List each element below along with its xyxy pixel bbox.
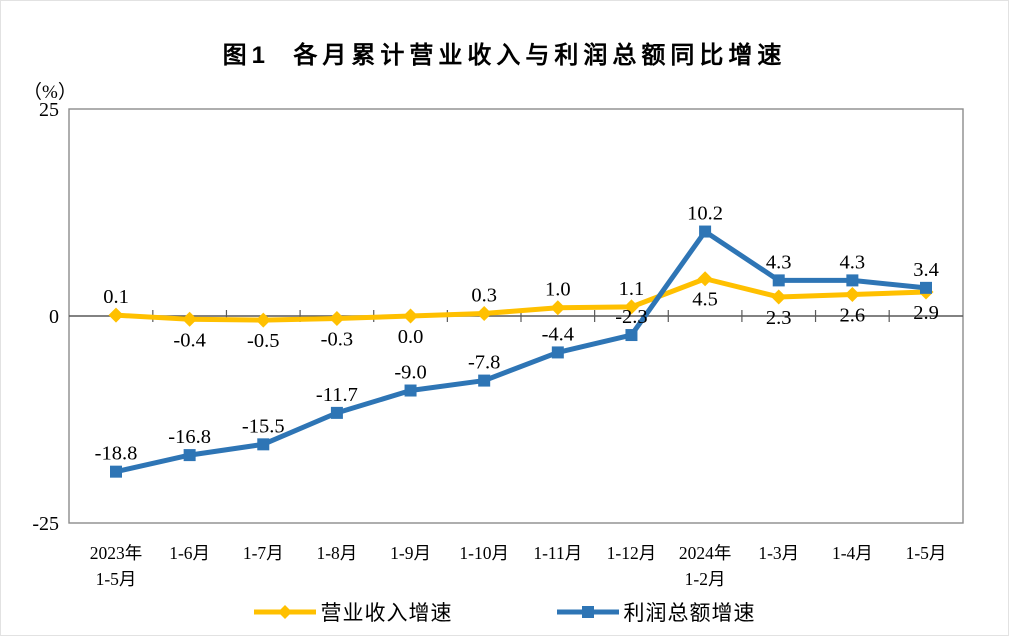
legend-diamond-marker-icon — [277, 605, 292, 619]
y-axis-unit-label: （%） — [23, 82, 77, 103]
data-point-label: -18.8 — [95, 443, 138, 465]
x-axis-label: 1-10月 — [459, 543, 509, 563]
x-axis-label: 1-6月 — [169, 543, 210, 563]
data-point-marker-square — [551, 346, 564, 359]
data-point-marker-diamond — [550, 300, 566, 316]
data-point-marker-square — [257, 438, 270, 451]
data-point-label: -0.5 — [247, 330, 279, 352]
data-point-label: 1.1 — [619, 278, 645, 300]
y-tick-label: 0 — [49, 306, 59, 328]
x-axis-label: 1-3月 — [758, 543, 799, 563]
data-point-label: -7.8 — [468, 352, 500, 374]
x-axis-label: 1-5月 — [96, 569, 137, 589]
x-axis-label: 2023年 — [90, 543, 143, 563]
data-point-marker-square — [110, 465, 122, 478]
chart-title: 图1 各月累计营业收入与利润总额同比增速 — [222, 42, 787, 69]
legend-square-marker-icon — [581, 606, 594, 618]
data-point-marker-diamond — [255, 312, 271, 328]
x-axis-label: 1-9月 — [390, 543, 431, 563]
data-point-label: 4.5 — [692, 289, 718, 311]
x-axis-label: 1-4月 — [832, 543, 873, 563]
data-point-label: 0.1 — [103, 286, 129, 308]
data-point-marker-diamond — [108, 307, 124, 323]
x-axis-label: 1-2月 — [685, 569, 726, 589]
data-point-label: 10.2 — [687, 203, 723, 225]
y-tick-label: -25 — [32, 513, 59, 535]
series-revenue-growth-line — [113, 276, 929, 323]
data-point-label: 4.3 — [840, 251, 866, 273]
data-point-label: 2.6 — [840, 304, 866, 326]
data-point-label: 4.3 — [766, 251, 792, 273]
data-point-label: -11.7 — [316, 384, 358, 406]
legend-swatch-revenue-line-icon — [253, 605, 316, 619]
data-point-label: -16.8 — [168, 426, 211, 448]
data-point-marker-diamond — [403, 308, 419, 324]
data-point-marker-diamond — [329, 310, 345, 326]
x-axis-label: 1-7月 — [243, 543, 284, 563]
data-point-marker-square — [846, 274, 859, 287]
data-point-marker-square — [404, 384, 417, 397]
data-point-label: 2.9 — [913, 302, 939, 324]
data-point-label: 0.0 — [398, 326, 424, 348]
data-point-label: 2.3 — [766, 307, 792, 329]
legend-swatch-profit-line-icon — [556, 606, 619, 618]
data-point-marker-diamond — [623, 299, 639, 315]
legend-item-profit-growth: 利润总额增速 — [556, 597, 756, 627]
data-point-marker-square — [772, 274, 785, 287]
data-point-marker-diamond — [476, 306, 492, 322]
y-tick-label: 25 — [39, 99, 59, 121]
data-point-label: -9.0 — [394, 362, 426, 384]
data-point-marker-square — [183, 449, 196, 462]
data-point-label: -2.3 — [615, 306, 647, 328]
data-point-marker-square — [920, 281, 932, 294]
legend-item-revenue-growth: 营业收入增速 — [253, 597, 453, 627]
data-point-marker-square — [625, 329, 638, 342]
legend: 营业收入增速 利润总额增速 — [1, 597, 1008, 627]
data-point-marker-square — [330, 406, 343, 419]
x-axis-label: 2024年 — [679, 543, 732, 563]
legend-label-revenue-growth: 营业收入增速 — [320, 601, 453, 625]
x-axis-label: 1-11月 — [533, 543, 582, 563]
data-point-label: -4.4 — [542, 323, 574, 345]
legend-label-profit-growth: 利润总额增速 — [623, 601, 756, 625]
data-point-label: 1.0 — [545, 279, 571, 301]
x-axis-label: 1-5月 — [906, 543, 947, 563]
data-point-marker-diamond — [182, 311, 198, 327]
data-point-label: -15.5 — [242, 415, 285, 437]
series-profit-growth-line — [113, 229, 929, 475]
x-axis-label: 1-12月 — [607, 543, 657, 563]
x-axis-label: 1-8月 — [316, 543, 357, 563]
data-point-label: -0.3 — [321, 328, 353, 350]
data-point-label: 3.4 — [913, 259, 939, 281]
data-point-label: -0.4 — [173, 329, 205, 351]
data-point-label: 0.3 — [471, 285, 497, 307]
data-point-marker-square — [478, 374, 491, 387]
data-point-marker-diamond — [697, 271, 713, 287]
data-point-marker-diamond — [771, 289, 787, 305]
data-point-marker-square — [699, 225, 712, 238]
data-point-marker-diamond — [844, 286, 860, 302]
